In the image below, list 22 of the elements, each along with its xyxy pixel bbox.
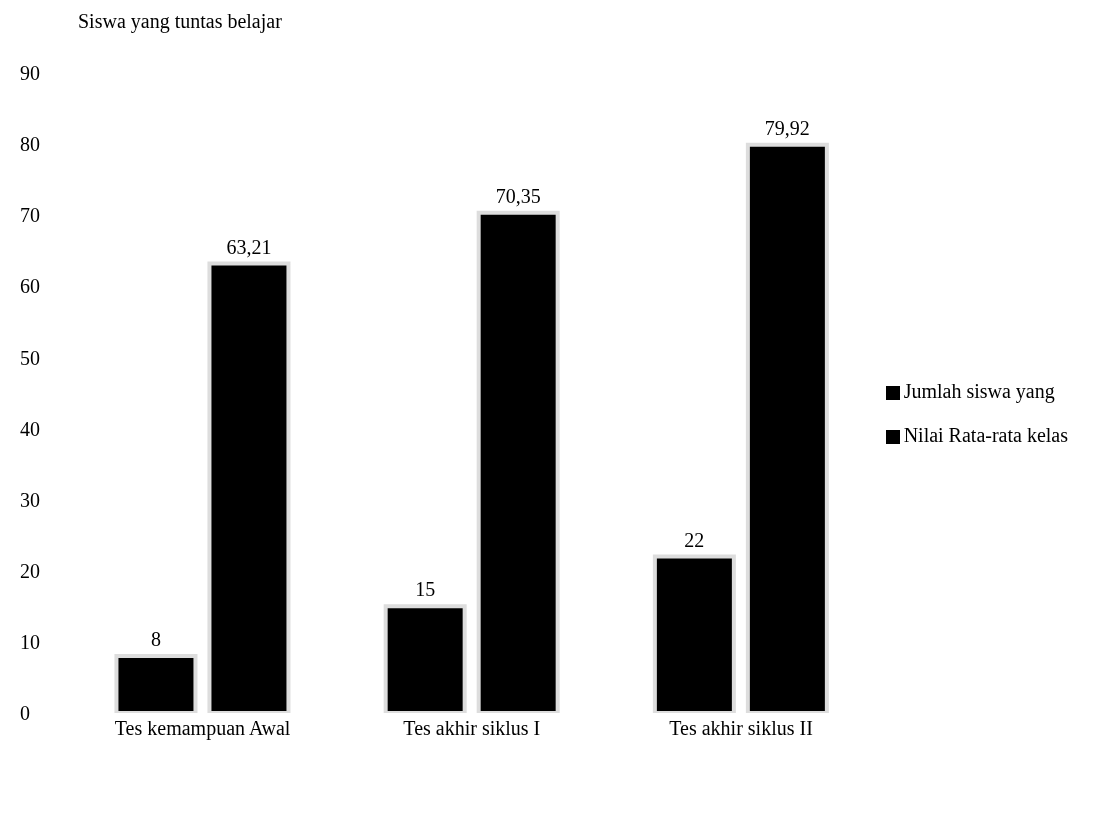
x-tick-label: Tes akhir siklus II xyxy=(669,717,813,740)
legend-label: Jumlah siswa yang xyxy=(903,380,1055,402)
y-tick-label: 20 xyxy=(20,559,40,582)
data-label: 63,21 xyxy=(226,235,272,258)
data-label: 70,35 xyxy=(495,184,541,207)
y-tick-label: 90 xyxy=(20,62,40,85)
x-tick-label: Tes akhir siklus I xyxy=(403,717,541,740)
y-tick-label: 80 xyxy=(20,133,40,156)
data-label: 15 xyxy=(415,578,436,601)
y-tick-label: 40 xyxy=(20,417,40,440)
y-tick-label: 30 xyxy=(20,488,40,511)
y-tick-label: 60 xyxy=(20,275,40,298)
chart-title: Siswa yang tuntas belajar xyxy=(78,10,283,33)
y-tick-label: 50 xyxy=(20,346,40,369)
x-tick-label: Tes kemampuan Awal xyxy=(114,717,291,741)
y-tick-label: 70 xyxy=(20,204,40,227)
data-label: 8 xyxy=(150,628,161,651)
y-tick-label: 0 xyxy=(20,702,30,725)
data-label: 22 xyxy=(684,528,705,551)
data-label: 79,92 xyxy=(764,116,810,139)
y-tick-label: 10 xyxy=(20,630,40,653)
legend-label: Nilai Rata-rata kelas xyxy=(903,424,1068,446)
